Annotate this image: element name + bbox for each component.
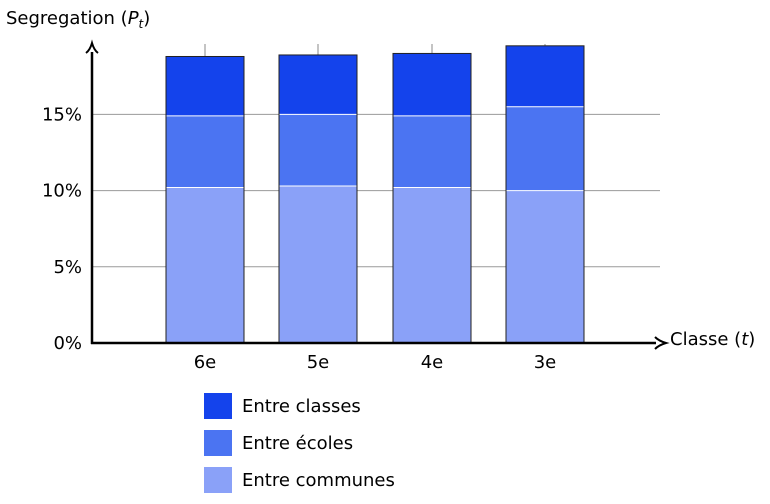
legend-swatch-entre-communes [204, 467, 232, 493]
bar-segment-entre-classes [166, 56, 244, 116]
legend-item-entre-classes: Entre classes [204, 393, 395, 419]
bar-segment-entre-ecoles [506, 106, 584, 191]
bar-segment-entre-communes [506, 190, 584, 343]
y-axis-title: Segregation (Pt) [6, 8, 151, 31]
y-tick-label: 15% [42, 104, 82, 125]
x-tick-label: 6e [194, 352, 217, 373]
bar-segment-entre-ecoles [393, 115, 471, 188]
y-tick-label: 5% [53, 257, 82, 278]
bar-segment-entre-communes [166, 187, 244, 343]
legend-label: Entre écoles [242, 432, 354, 454]
legend-swatch-entre-ecoles [204, 430, 232, 456]
x-tick-label: 3e [534, 352, 557, 373]
x-axis-arrowhead [654, 336, 670, 350]
legend-item-entre-communes: Entre communes [204, 467, 395, 493]
y-tick-label: 0% [53, 333, 82, 354]
legend-label: Entre communes [242, 469, 395, 491]
bar-segment-entre-ecoles [166, 115, 244, 188]
x-tick-label: 5e [307, 352, 330, 373]
bar-segment-entre-classes [506, 45, 584, 107]
legend-swatch-entre-classes [204, 393, 232, 419]
x-tick-label: 4e [421, 352, 444, 373]
bar-segment-entre-classes [393, 53, 471, 116]
stacked-bar-chart: 6e 5e 4e 3e 0% 5% 10% 15% [42, 39, 670, 373]
bar-segment-entre-communes [393, 187, 471, 343]
legend-item-entre-ecoles: Entre écoles [204, 430, 395, 456]
y-tick-label: 10% [42, 181, 82, 202]
legend: Entre classes Entre écoles Entre commune… [204, 393, 395, 504]
bar-segment-entre-classes [279, 54, 357, 115]
bar-segment-entre-ecoles [279, 114, 357, 187]
legend-label: Entre classes [242, 395, 361, 417]
bar-segment-entre-communes [279, 186, 357, 343]
y-axis-arrowhead [85, 39, 99, 54]
x-axis-title: Classe (t) [670, 329, 756, 350]
